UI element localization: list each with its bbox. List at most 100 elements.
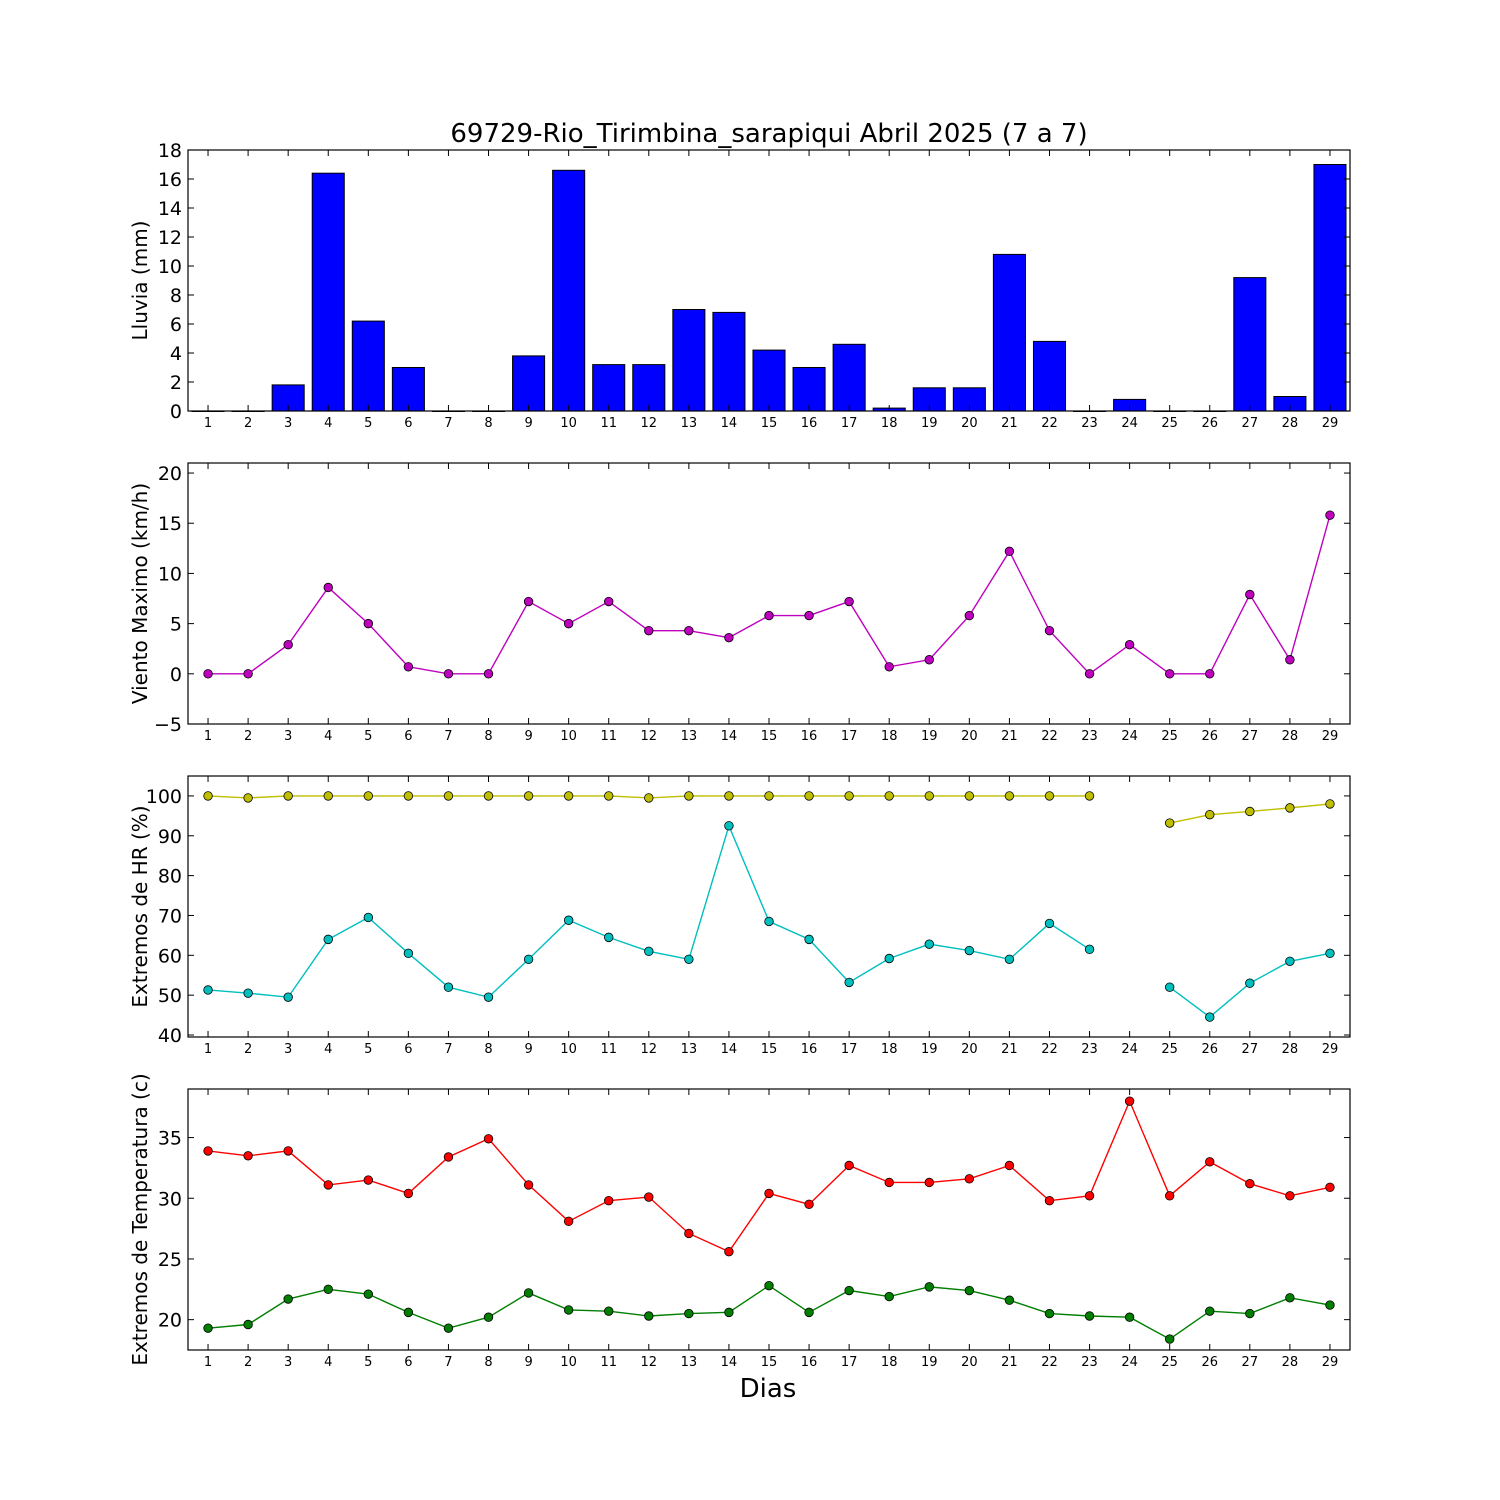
x-tick-label: 2 (244, 1355, 252, 1370)
y-tick-label: 25 (158, 1249, 182, 1271)
series-2-point-day-8 (483, 1312, 494, 1322)
x-tick-label: 6 (404, 416, 412, 431)
series-1-point-day-22 (1044, 625, 1055, 636)
series-1-point-day-15 (764, 610, 774, 621)
series-1-point-day-16 (804, 610, 814, 621)
series-1-point-day-19 (924, 655, 934, 665)
x-tick-label: 19 (921, 729, 938, 744)
x-tick-label: 9 (524, 729, 532, 744)
series-1-point-day-10 (563, 618, 574, 629)
chart-panel-1: 69729-Rio_Tirimbina_sarapiqui Abril 2025… (128, 119, 1351, 431)
series-1-point-day-29 (1325, 1182, 1335, 1193)
series-2-point-day-5 (363, 1289, 374, 1299)
plot-frame (187, 462, 1351, 725)
series-1-point-day-21 (1004, 546, 1015, 557)
bar-day-15 (752, 349, 786, 412)
series-1-point-day-8 (483, 669, 494, 679)
x-tick-label: 20 (961, 416, 978, 431)
series-1-point-day-7 (443, 669, 454, 679)
x-tick-label: 22 (1041, 1355, 1058, 1370)
series-1-point-day-3 (283, 1146, 293, 1156)
x-tick-label: 18 (881, 1042, 898, 1057)
x-tick-label: 3 (284, 416, 292, 431)
series-2-point-day-18 (884, 1291, 894, 1302)
x-tick-label: 17 (841, 416, 858, 431)
y-axis-label: Lluvia (mm) (128, 221, 152, 341)
series-1-point-day-13 (684, 1228, 694, 1239)
series-1-point-day-15 (764, 791, 774, 801)
series-2-point-day-15 (764, 916, 774, 927)
series-1-point-day-23 (1084, 669, 1095, 679)
x-tick-label: 13 (681, 729, 698, 744)
series-1-point-day-16 (804, 1199, 814, 1210)
series-2-point-day-16 (804, 1307, 814, 1318)
bar-day-9 (512, 355, 546, 412)
series-2-point-day-9 (523, 954, 534, 964)
x-tick-label: 22 (1041, 729, 1058, 744)
series-1-point-day-25 (1164, 669, 1175, 679)
y-tick-label: 50 (158, 985, 182, 1007)
series-1-point-day-22 (1044, 791, 1055, 801)
y-tick-label: 12 (158, 227, 182, 249)
x-tick-label: 10 (560, 416, 577, 431)
series-2-point-day-29 (1325, 948, 1335, 959)
series-1-point-day-18 (884, 662, 894, 672)
series-2-point-day-22 (1044, 1308, 1055, 1319)
x-tick-label: 15 (761, 1042, 778, 1057)
series-2-point-day-2 (243, 1319, 253, 1330)
y-tick-label: 100 (146, 786, 182, 808)
x-tick-label: 23 (1081, 1355, 1098, 1370)
x-tick-label: 16 (801, 729, 818, 744)
x-tick-label: 11 (600, 1042, 617, 1057)
series-2-point-day-4 (323, 934, 333, 945)
x-tick-label: 24 (1121, 416, 1138, 431)
series-1-point-day-29 (1325, 510, 1335, 520)
x-tick-label: 17 (841, 729, 858, 744)
x-tick-label: 1 (204, 1042, 212, 1057)
bar-day-16 (792, 367, 826, 412)
series-2-point-day-6 (403, 948, 414, 959)
series-1-point-day-26 (1205, 809, 1215, 820)
x-tick-label: 29 (1322, 1355, 1339, 1370)
x-tick-label: 10 (560, 729, 577, 744)
series-1-point-day-5 (363, 1175, 374, 1185)
series-2-point-day-20 (964, 945, 975, 956)
x-tick-label: 26 (1201, 729, 1218, 744)
x-tick-label: 25 (1161, 729, 1178, 744)
y-tick-label: 8 (170, 285, 182, 307)
series-2-point-day-29 (1325, 1300, 1335, 1310)
series-2-point-day-24 (1124, 1312, 1135, 1322)
x-tick-label: 18 (881, 416, 898, 431)
series-2-point-day-11 (604, 932, 614, 943)
y-tick-label: 10 (158, 563, 182, 585)
series-1-point-day-19 (924, 1177, 934, 1188)
series-1-point-day-16 (804, 791, 814, 801)
series-1-point-day-18 (884, 791, 894, 801)
x-tick-label: 15 (761, 416, 778, 431)
x-tick-label: 4 (324, 1355, 332, 1370)
series-1-point-day-10 (563, 1216, 574, 1227)
y-tick-label: 0 (170, 664, 182, 686)
series-1-point-day-8 (483, 1134, 494, 1144)
series-1-point-day-13 (684, 625, 694, 636)
y-axis-label: Extremos de HR (%) (128, 805, 152, 1007)
series-2-point-day-3 (283, 1294, 293, 1304)
y-tick-label: 16 (158, 169, 182, 191)
x-tick-label: 1 (204, 729, 212, 744)
y-tick-label: 90 (158, 826, 182, 848)
x-tick-label: 8 (484, 1042, 492, 1057)
x-tick-label: 18 (881, 1355, 898, 1370)
x-tick-label: 21 (1001, 1355, 1018, 1370)
series-2-point-day-13 (684, 1308, 694, 1319)
x-tick-label: 3 (284, 1042, 292, 1057)
bar-day-10 (552, 169, 586, 412)
x-tick-label: 5 (364, 1042, 372, 1057)
series-2-point-day-11 (604, 1306, 614, 1316)
x-tick-label: 14 (721, 1042, 738, 1057)
series-2-point-day-26 (1205, 1306, 1215, 1316)
x-tick-label: 3 (284, 729, 292, 744)
x-tick-label: 28 (1282, 729, 1299, 744)
series-2-point-day-3 (283, 992, 293, 1002)
